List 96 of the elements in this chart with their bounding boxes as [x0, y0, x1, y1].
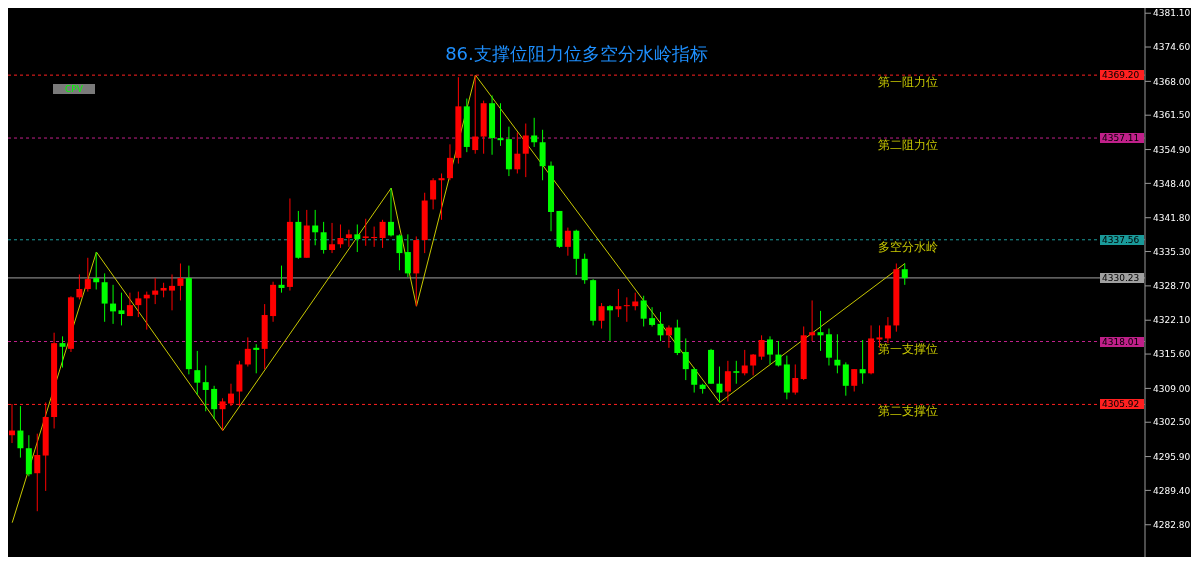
annotation: CPV [53, 84, 95, 94]
candlestick [682, 337, 689, 381]
candlestick [531, 117, 538, 148]
candlestick [244, 336, 251, 368]
ref-line-label: 第二支撑位 [877, 404, 938, 419]
candlestick [76, 273, 83, 300]
candlestick [253, 343, 260, 374]
ref-line-label: 多空分水岭 [877, 239, 938, 254]
candlestick [446, 143, 453, 181]
annotation: 4369.20 [1100, 70, 1144, 81]
candlestick [118, 292, 125, 326]
candlestick [219, 397, 226, 432]
text: 86.支撑位阻力位多空分水岭指标 [444, 42, 709, 66]
y-tick-label: 4295.90 [1153, 451, 1191, 462]
candlestick [564, 227, 571, 257]
candlestick [354, 223, 361, 253]
y-tick-label: 4374.60 [1153, 42, 1191, 53]
candlestick [84, 257, 91, 293]
candlestick [606, 304, 613, 342]
candlestick [724, 360, 731, 402]
candlestick [901, 263, 908, 286]
candlestick [884, 316, 891, 344]
y-tick-label: 4289.40 [1153, 485, 1191, 496]
candlestick [640, 295, 647, 327]
candlestick [202, 365, 209, 412]
candlestick [758, 334, 765, 361]
candlestick [514, 131, 521, 174]
candlestick [345, 229, 352, 248]
candlestick [767, 335, 773, 365]
candlestick [615, 288, 622, 318]
candlestick [227, 383, 234, 407]
y-tick-label: 4302.50 [1153, 417, 1191, 428]
candlestick [379, 219, 386, 249]
candlestick [17, 405, 24, 459]
candlestick [337, 223, 344, 249]
candlestick [93, 251, 100, 291]
candlestick [430, 177, 437, 210]
candlestick [396, 233, 403, 271]
y-tick-label: 4341.80 [1153, 212, 1191, 223]
candlestick [733, 360, 740, 385]
y-tick-label: 4368.00 [1153, 76, 1191, 87]
annotation: 4337.56 [1100, 234, 1144, 245]
candlestick [851, 368, 858, 393]
candlestick [177, 263, 184, 301]
annotation: 4330.23 [1100, 272, 1144, 283]
candlestick [859, 339, 866, 385]
candlestick [825, 328, 832, 366]
candlestick [657, 311, 664, 342]
candlestick [598, 302, 605, 330]
candlestick [329, 222, 336, 254]
ref-line-label: 第二阻力位 [877, 138, 938, 153]
candlestick [404, 233, 411, 278]
candlestick [472, 74, 479, 155]
annotation: 4357.11 [1100, 133, 1144, 144]
candlestick [59, 335, 66, 369]
candlestick [649, 306, 656, 327]
candlestick [388, 187, 394, 237]
candlestick [371, 226, 378, 248]
candlestick [581, 253, 588, 285]
y-tick-label: 4361.50 [1153, 110, 1191, 121]
candlestick [716, 366, 723, 403]
y-tick-label: 4309.00 [1153, 383, 1191, 394]
candlestick [792, 363, 799, 396]
candlestick [34, 433, 41, 512]
candlestick [194, 350, 201, 396]
candlestick [522, 123, 529, 178]
y-tick-label: 4348.40 [1153, 178, 1191, 189]
y-tick-label: 4315.60 [1153, 349, 1191, 360]
candlestick [775, 340, 782, 368]
candlestick [211, 385, 218, 420]
candlestick [497, 102, 504, 147]
candlestick [842, 361, 849, 397]
y-tick-label: 4354.90 [1153, 144, 1191, 155]
y-tick-label: 4381.10 [1153, 8, 1191, 19]
candlestick [320, 221, 327, 255]
y-tick-label: 4282.80 [1153, 519, 1191, 530]
ref-line-label: 第一阻力位 [877, 75, 938, 90]
candlestick [817, 310, 824, 352]
candlestick [152, 277, 159, 305]
y-tick-label: 4328.70 [1153, 281, 1191, 292]
candlestick [623, 296, 630, 323]
candlestick [834, 333, 841, 374]
candlestick [438, 172, 445, 221]
candlestick [362, 218, 369, 247]
candlestick [135, 291, 142, 318]
candlestick [101, 272, 108, 323]
y-tick-label: 4335.30 [1153, 246, 1191, 257]
annotation: 4318.01 [1100, 336, 1144, 347]
y-tick-label: 4322.10 [1153, 315, 1191, 326]
annotation: 4305.92 [1100, 399, 1144, 410]
candlestick [278, 265, 285, 294]
candlestick [691, 367, 698, 394]
candlestick [809, 299, 816, 342]
candlestick [169, 273, 176, 311]
candlestick [750, 353, 757, 376]
candlestick [539, 129, 546, 181]
